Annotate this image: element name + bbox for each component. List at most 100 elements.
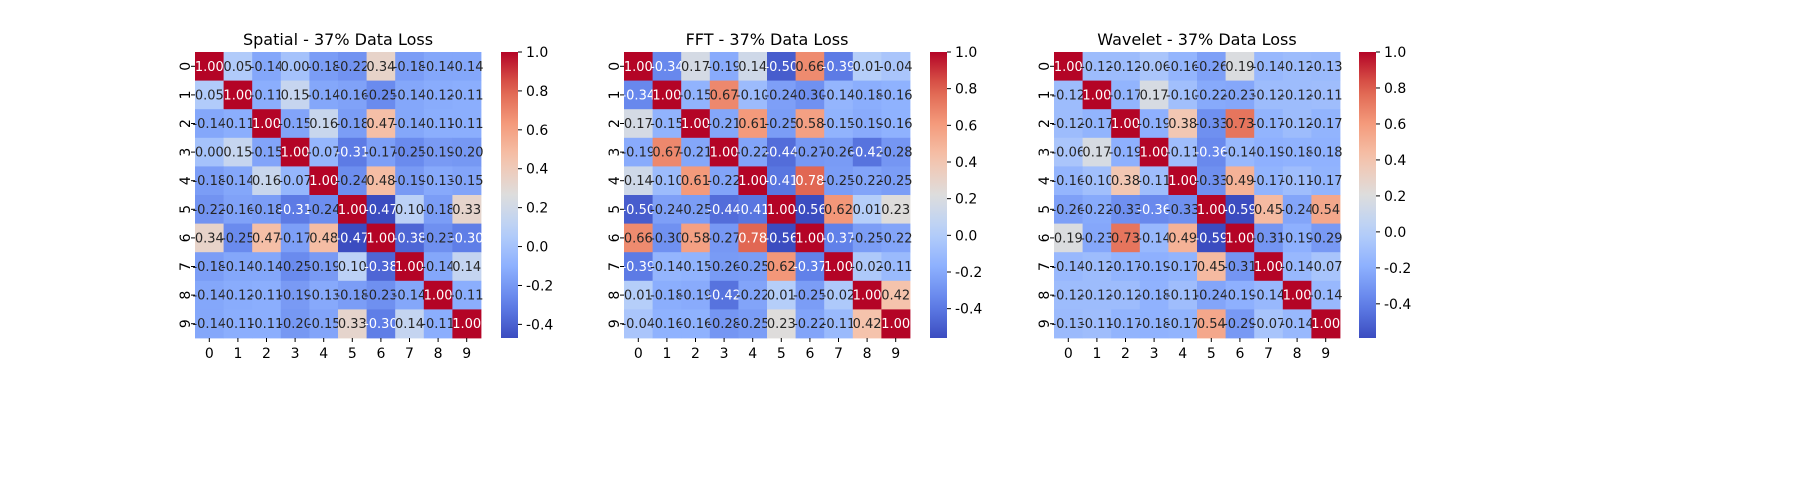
cell-value-label: -0.16	[335, 88, 369, 103]
cell-value-label: -0.18	[250, 203, 284, 218]
cell-value-label: 1.00	[1283, 289, 1312, 304]
heatmap-cell	[709, 109, 739, 139]
cell-value-label: -0.27	[707, 231, 741, 246]
cell-value-label: 0.62	[824, 203, 853, 218]
y-tick-label: 5	[607, 205, 623, 214]
cell-value-label: -0.25	[822, 174, 856, 189]
heatmap-cell	[423, 166, 453, 196]
cell-value-label: -0.24	[764, 88, 798, 103]
heatmap-cell	[881, 137, 911, 167]
cell-value-label: -0.25	[764, 117, 798, 132]
x-tick-label: 2	[691, 346, 700, 362]
heatmap-cell	[366, 137, 396, 167]
heatmap-cell	[338, 195, 367, 224]
heatmap-cell	[395, 166, 425, 196]
cell-value-label: -0.19	[393, 174, 427, 189]
y-tick-label: 4	[178, 176, 194, 185]
heatmap-cell	[1311, 252, 1341, 282]
cell-value-label: -0.25	[736, 260, 770, 275]
cell-value-label: 0.45	[1197, 260, 1226, 275]
colorbar-tick-label: -0.2	[1384, 261, 1411, 277]
heatmap-cell	[280, 195, 310, 224]
heatmap-cell	[252, 166, 282, 196]
colorbar	[930, 52, 947, 338]
heatmap-cell	[881, 52, 911, 81]
cell-value-label: -0.14	[221, 260, 255, 275]
cell-value-label: -0.42	[707, 289, 741, 304]
cell-value-label: -0.14	[250, 60, 284, 75]
cell-value-label: -0.07	[1252, 317, 1286, 332]
heatmap-cell	[252, 309, 282, 339]
heatmap-cell	[624, 223, 653, 253]
cell-value-label: -0.07	[307, 146, 341, 161]
cell-value-label: -0.14	[822, 88, 856, 103]
heatmap-cell	[280, 252, 310, 282]
cell-value-label: -0.30	[364, 317, 398, 332]
heatmap-cell	[1282, 109, 1312, 139]
cell-value-label: -0.34	[621, 88, 655, 103]
heatmap-cell	[195, 280, 224, 310]
heatmap-cell	[1311, 223, 1341, 253]
colorbar-tick-label: 1.0	[526, 45, 548, 61]
heatmap-cell	[1311, 280, 1341, 310]
cell-value-label: 0.67	[652, 146, 681, 161]
cell-value-label: -0.11	[421, 117, 455, 132]
x-tick-label: 3	[1150, 346, 1159, 362]
cell-value-label: -0.36	[1137, 203, 1171, 218]
heatmap-cell	[395, 223, 425, 253]
cell-value-label: -0.31	[335, 146, 369, 161]
cell-value-label: 1.00	[223, 88, 252, 103]
cell-value-label: -0.28	[879, 146, 913, 161]
heatmap-cell	[709, 80, 739, 110]
y-tick-label: 2	[1037, 119, 1053, 128]
heatmap-cell	[767, 109, 796, 139]
heatmap-cell	[795, 223, 825, 253]
heatmap-cell	[338, 52, 367, 81]
cell-value-label: -0.18	[1309, 146, 1343, 161]
heatmap-cell	[738, 109, 768, 139]
heatmap-cell	[824, 252, 854, 282]
x-tick-label: 4	[1178, 346, 1187, 362]
cell-value-label: 0.17	[681, 60, 710, 75]
heatmap-cell	[1054, 280, 1083, 310]
heatmap-cell	[1254, 280, 1284, 310]
cell-value-label: -0.14	[393, 88, 427, 103]
cell-value-label: -0.14	[1051, 260, 1085, 275]
colorbar-tick-label: -0.4	[955, 302, 982, 318]
cell-value-label: -0.17	[1109, 317, 1143, 332]
heatmap-cell	[1139, 80, 1169, 110]
cell-value-label: -0.50	[764, 60, 798, 75]
heatmap-cell	[223, 137, 253, 167]
cell-value-label: -0.15	[679, 260, 713, 275]
heatmap-cell	[1111, 280, 1141, 310]
y-tick-label: 4	[1037, 176, 1053, 185]
cell-value-label: 0.14	[452, 260, 481, 275]
heatmap-cell	[1082, 137, 1112, 167]
cell-value-label: -0.14	[1280, 317, 1314, 332]
cell-value-label: -0.19	[850, 117, 884, 132]
cell-value-label: -0.24	[1280, 203, 1314, 218]
heatmap-cell	[1082, 195, 1112, 224]
heatmap-cell	[852, 166, 882, 196]
heatmap-cell	[852, 280, 882, 310]
cell-value-label: -0.16	[679, 317, 713, 332]
cell-value-label: 1.00	[710, 146, 739, 161]
heatmap-cell	[395, 195, 425, 224]
heatmap-cell	[366, 52, 396, 81]
cell-value-label: 1.00	[767, 203, 796, 218]
heatmap-cell	[1139, 137, 1169, 167]
heatmap-cell	[366, 166, 396, 196]
heatmap-cell	[767, 137, 796, 167]
cell-value-label: -0.12	[221, 289, 255, 304]
cell-value-label: -0.14	[192, 117, 226, 132]
heatmap-cell	[1139, 309, 1169, 339]
heatmap-cell	[881, 309, 911, 339]
heatmap-cell	[1282, 309, 1312, 339]
cell-value-label: -0.30	[650, 231, 684, 246]
cell-value-label: -0.56	[764, 231, 798, 246]
cell-value-label: 0.78	[795, 174, 824, 189]
cell-value-label: -0.59	[1194, 231, 1228, 246]
cell-value-label: -0.27	[793, 146, 827, 161]
heatmap-cell	[681, 109, 711, 139]
heatmap-cell	[366, 195, 396, 224]
